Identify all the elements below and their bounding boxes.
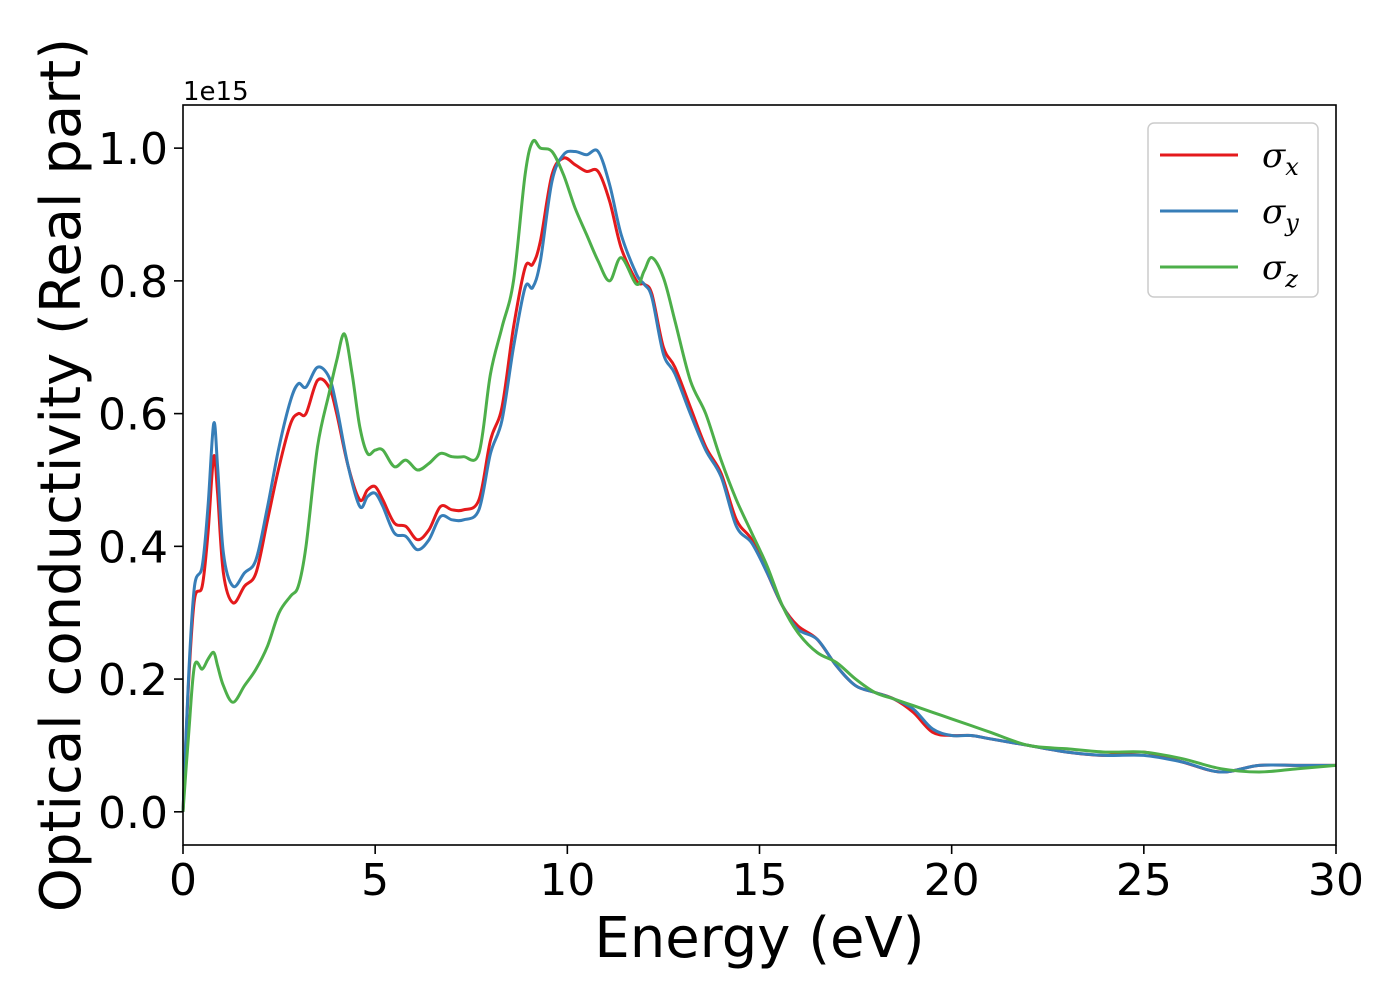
x-tick-label: 5 [361,855,389,906]
y-tick-label: 0.8 [98,257,168,308]
x-axis-title: Energy (eV) [594,906,924,971]
y-tick-label: 0.2 [98,655,168,706]
legend: σx σy σz [1147,122,1319,298]
legend-label-z: σz [1262,248,1298,293]
x-tick-label: 30 [1308,855,1364,906]
x-tick-label: 20 [924,855,980,906]
x-tick-label: 15 [732,855,788,906]
y-axis-title: Optical conductivity (Real part) [29,38,94,912]
y-tick-label: 1.0 [98,124,168,175]
legend-label-y: σy [1262,192,1299,237]
x-axis-ticks: 0 5 10 15 20 25 30 [169,845,1364,906]
series-layer [181,138,1337,812]
y-axis-ticks: 0.0 0.2 0.4 0.6 0.8 1.0 [98,124,183,839]
y-offset-label: 1e15 [183,77,249,107]
plot-area [183,105,1336,845]
y-tick-label: 0.0 [98,788,168,839]
y-tick-label: 0.6 [98,390,168,441]
series-line-x [181,156,1336,812]
x-tick-label: 0 [169,855,197,906]
x-tick-label: 25 [1116,855,1172,906]
x-tick-label: 10 [539,855,595,906]
legend-label-x: σx [1262,136,1299,181]
series-line-y [181,148,1336,812]
series-line-z [181,138,1337,812]
y-tick-label: 0.4 [98,522,168,573]
